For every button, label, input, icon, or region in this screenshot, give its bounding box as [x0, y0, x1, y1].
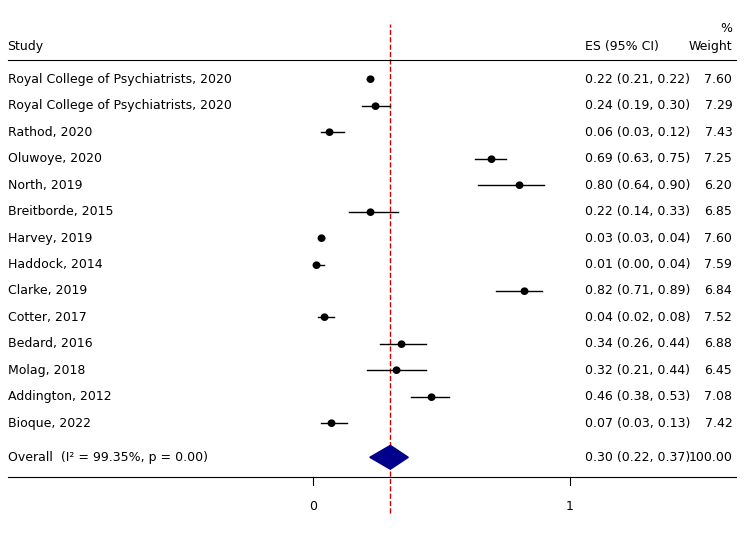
Text: ●: ●: [316, 233, 325, 243]
Text: 7.60: 7.60: [704, 73, 732, 86]
Text: ●: ●: [371, 101, 380, 111]
Text: %: %: [720, 22, 732, 35]
Text: Bioque, 2022: Bioque, 2022: [8, 417, 91, 430]
Text: Rathod, 2020: Rathod, 2020: [8, 126, 92, 139]
Text: 7.08: 7.08: [704, 390, 732, 403]
Text: Molag, 2018: Molag, 2018: [8, 364, 85, 377]
Text: Harvey, 2019: Harvey, 2019: [8, 231, 92, 244]
Text: Haddock, 2014: Haddock, 2014: [8, 258, 102, 271]
Text: 0.32 (0.21, 0.44): 0.32 (0.21, 0.44): [585, 364, 690, 377]
Text: 0.06 (0.03, 0.12): 0.06 (0.03, 0.12): [585, 126, 690, 139]
Text: ●: ●: [519, 286, 528, 296]
Text: 0.30 (0.22, 0.37): 0.30 (0.22, 0.37): [585, 451, 690, 464]
Text: ●: ●: [486, 153, 495, 164]
Text: 100.00: 100.00: [689, 451, 732, 464]
Text: 7.42: 7.42: [704, 417, 732, 430]
Text: 7.60: 7.60: [704, 231, 732, 244]
Text: 7.52: 7.52: [704, 311, 732, 324]
Text: 1: 1: [566, 500, 574, 513]
Text: 7.25: 7.25: [704, 152, 732, 165]
Text: 0.46 (0.38, 0.53): 0.46 (0.38, 0.53): [585, 390, 690, 403]
Text: ●: ●: [427, 392, 436, 402]
Text: 0: 0: [310, 500, 317, 513]
Text: 0.34 (0.26, 0.44): 0.34 (0.26, 0.44): [585, 338, 690, 350]
Text: 0.01 (0.00, 0.04): 0.01 (0.00, 0.04): [585, 258, 691, 271]
Text: ●: ●: [391, 365, 400, 376]
Text: 0.24 (0.19, 0.30): 0.24 (0.19, 0.30): [585, 99, 690, 112]
Text: Addington, 2012: Addington, 2012: [8, 390, 111, 403]
Text: ●: ●: [514, 180, 523, 190]
Text: ES (95% CI): ES (95% CI): [585, 40, 659, 53]
Text: ●: ●: [365, 207, 374, 217]
Text: ●: ●: [324, 127, 333, 137]
Text: Breitborde, 2015: Breitborde, 2015: [8, 205, 113, 218]
Text: Bedard, 2016: Bedard, 2016: [8, 338, 92, 350]
Text: ●: ●: [396, 339, 405, 349]
Text: 6.84: 6.84: [704, 285, 732, 298]
Text: 6.45: 6.45: [704, 364, 732, 377]
Text: ●: ●: [319, 312, 328, 322]
Text: Oluwoye, 2020: Oluwoye, 2020: [8, 152, 102, 165]
Text: ●: ●: [327, 418, 336, 428]
Text: 0.22 (0.14, 0.33): 0.22 (0.14, 0.33): [585, 205, 690, 218]
Text: Royal College of Psychiatrists, 2020: Royal College of Psychiatrists, 2020: [8, 73, 232, 86]
Text: 0.82 (0.71, 0.89): 0.82 (0.71, 0.89): [585, 285, 691, 298]
Text: 0.04 (0.02, 0.08): 0.04 (0.02, 0.08): [585, 311, 691, 324]
Text: Royal College of Psychiatrists, 2020: Royal College of Psychiatrists, 2020: [8, 99, 232, 112]
Text: Study: Study: [8, 40, 44, 53]
Text: 7.29: 7.29: [704, 99, 732, 112]
Text: Clarke, 2019: Clarke, 2019: [8, 285, 87, 298]
Text: 6.20: 6.20: [704, 179, 732, 192]
Text: 0.03 (0.03, 0.04): 0.03 (0.03, 0.04): [585, 231, 691, 244]
Text: ●: ●: [365, 74, 374, 84]
Text: 7.59: 7.59: [704, 258, 732, 271]
Text: 7.43: 7.43: [704, 126, 732, 139]
Text: 0.07 (0.03, 0.13): 0.07 (0.03, 0.13): [585, 417, 691, 430]
Text: 0.22 (0.21, 0.22): 0.22 (0.21, 0.22): [585, 73, 690, 86]
Text: Weight: Weight: [689, 40, 732, 53]
Text: 0.69 (0.63, 0.75): 0.69 (0.63, 0.75): [585, 152, 690, 165]
Text: North, 2019: North, 2019: [8, 179, 82, 192]
Text: Cotter, 2017: Cotter, 2017: [8, 311, 86, 324]
Text: 6.88: 6.88: [704, 338, 732, 350]
Text: ●: ●: [311, 260, 320, 269]
Text: 0.80 (0.64, 0.90): 0.80 (0.64, 0.90): [585, 179, 691, 192]
Text: Overall  (I² = 99.35%, p = 0.00): Overall (I² = 99.35%, p = 0.00): [8, 451, 208, 464]
Text: 6.85: 6.85: [704, 205, 732, 218]
